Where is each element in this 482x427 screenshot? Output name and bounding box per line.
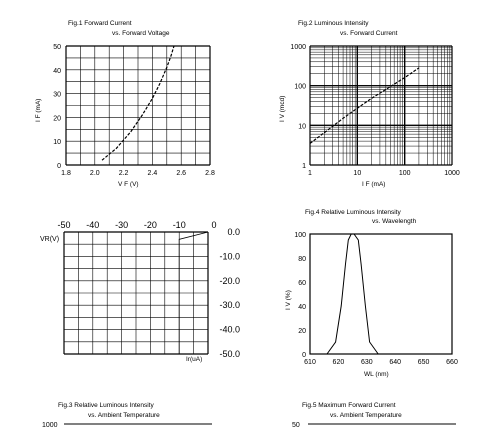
fig4-y-tick: 20 xyxy=(298,328,306,335)
fig2-x-tick: 10 xyxy=(353,170,361,177)
fig1-y-tick: 50 xyxy=(53,44,61,51)
fig4-title: Fig.4 Relative Luminous Intensity xyxy=(305,209,401,216)
fig3-y-tick: -20.0 xyxy=(219,276,240,286)
fig1-x-tick: 2.2 xyxy=(119,170,129,177)
fig4-y-ticks: 0 20 40 60 80 100 xyxy=(294,232,306,359)
fig1-x-tick: 2.8 xyxy=(205,170,215,177)
fig5-subtitle: vs. Ambient Temperature xyxy=(330,412,402,419)
fig3-y-tick: -40.0 xyxy=(219,325,240,335)
fig1-x-tick: 2.0 xyxy=(90,170,100,177)
chart-forward-current: Fig.1 Forward Current vs. Forward Voltag… xyxy=(35,20,215,188)
fig3-grid xyxy=(63,231,209,355)
fig1-x-tick: 2.4 xyxy=(148,170,158,177)
fig5-y-tick: 50 xyxy=(292,422,300,427)
fig1-title: Fig.1 Forward Current xyxy=(68,20,132,27)
fig3b-y-tick: 1000 xyxy=(42,422,58,427)
fig3b-subtitle: vs. Ambient Temperature xyxy=(88,412,160,419)
fig4-x-tick: 610 xyxy=(304,359,316,366)
fig1-y-tick: 20 xyxy=(53,115,61,122)
fig4-series-line xyxy=(326,233,379,355)
fig4-x-tick: 630 xyxy=(361,359,373,366)
fig3-x-ticks: -50 -40 -30 -20 -10 0 xyxy=(57,220,216,230)
fig1-x-ticks: 1.8 2.0 2.2 2.4 2.6 2.8 xyxy=(61,170,215,177)
fig4-y-tick: 40 xyxy=(298,304,306,311)
chart-fig3-temperature: Fig.3 Relative Luminous Intensity vs. Am… xyxy=(42,402,212,427)
fig3-x-tick: -50 xyxy=(57,220,70,230)
fig3-x-tick: -30 xyxy=(115,220,128,230)
fig2-subtitle: vs. Forward Current xyxy=(340,30,398,37)
fig2-y-tick: 1 xyxy=(302,163,306,170)
fig1-series-line xyxy=(101,45,175,161)
chart-fig5-max-current: Fig.5 Maximum Forward Current vs. Ambien… xyxy=(292,402,456,427)
fig2-x-label: I F (mA) xyxy=(362,181,385,188)
fig1-y-ticks: 0 10 20 30 40 50 xyxy=(53,44,61,170)
fig4-subtitle: vs. Wavelength xyxy=(372,218,417,225)
fig1-x-tick: 2.6 xyxy=(176,170,186,177)
fig1-y-tick: 0 xyxy=(57,163,61,170)
fig2-y-label: I V (mcd) xyxy=(279,96,286,122)
chart-reverse-current: -50 -40 -30 -20 -10 0 0.0 -10.0 -20.0 -30.0 -40.0… xyxy=(40,220,240,363)
fig4-x-ticks: 610 620 630 640 650 660 xyxy=(304,359,458,366)
fig1-subtitle: vs. Forward Voltage xyxy=(112,30,170,37)
fig2-series-line xyxy=(309,67,420,144)
fig3-x-tick: 0 xyxy=(211,220,216,230)
fig3-series-line xyxy=(178,231,209,354)
fig2-title: Fig.2 Luminous Intensity xyxy=(298,20,369,27)
fig4-y-tick: 0 xyxy=(302,352,306,359)
fig4-x-tick: 640 xyxy=(389,359,401,366)
fig2-y-tick: 10 xyxy=(298,123,306,130)
chart-wavelength: Fig.4 Relative Luminous Intensity vs. Wa… xyxy=(285,209,458,378)
fig3-vr-label: VR(V) xyxy=(40,236,59,243)
fig4-x-tick: 660 xyxy=(446,359,458,366)
fig1-y-tick: 10 xyxy=(53,139,61,146)
fig3-x-tick: -20 xyxy=(144,220,157,230)
fig2-y-tick: 100 xyxy=(294,84,306,91)
fig4-y-label: I V (%) xyxy=(285,290,292,310)
fig2-x-tick: 100 xyxy=(399,170,411,177)
fig1-y-label: I F (mA) xyxy=(35,99,42,122)
fig3-y-ticks: 0.0 -10.0 -20.0 -30.0 -40.0 -50.0 xyxy=(219,227,240,359)
fig3-y-tick: -50.0 xyxy=(219,349,240,359)
fig2-y-tick: 1000 xyxy=(290,44,306,51)
fig3-ir-label: Ir(uA) xyxy=(186,356,202,363)
fig2-x-tick: 1000 xyxy=(444,170,460,177)
fig1-y-tick: 40 xyxy=(53,68,61,75)
fig5-title: Fig.5 Maximum Forward Current xyxy=(302,402,396,409)
fig1-y-tick: 30 xyxy=(53,92,61,99)
fig2-x-ticks: 1 10 100 1000 xyxy=(308,170,460,177)
fig4-x-label: WL (nm) xyxy=(364,371,389,378)
fig3b-title: Fig.3 Relative Luminous Intensity xyxy=(58,402,154,409)
fig3-y-tick: -30.0 xyxy=(219,300,240,310)
fig4-x-tick: 650 xyxy=(418,359,430,366)
fig4-y-tick: 80 xyxy=(298,256,306,263)
fig3-y-tick: 0.0 xyxy=(227,227,240,237)
fig4-y-tick: 60 xyxy=(298,280,306,287)
fig2-y-ticks: 1 10 100 1000 xyxy=(290,44,306,170)
fig2-x-tick: 1 xyxy=(308,170,312,177)
fig4-y-tick: 100 xyxy=(294,232,306,239)
fig1-grid xyxy=(65,45,211,166)
fig3-x-tick: -10 xyxy=(173,220,186,230)
fig4-x-tick: 620 xyxy=(333,359,345,366)
fig3-y-tick: -10.0 xyxy=(219,251,240,261)
fig2-grid xyxy=(309,45,453,166)
fig1-x-tick: 1.8 xyxy=(61,170,71,177)
chart-luminous-intensity: Fig.2 Luminous Intensity vs. Forward Cur… xyxy=(279,20,460,188)
fig3-x-tick: -40 xyxy=(86,220,99,230)
fig1-x-label: V F (V) xyxy=(118,181,139,188)
fig4-frame xyxy=(309,233,453,355)
